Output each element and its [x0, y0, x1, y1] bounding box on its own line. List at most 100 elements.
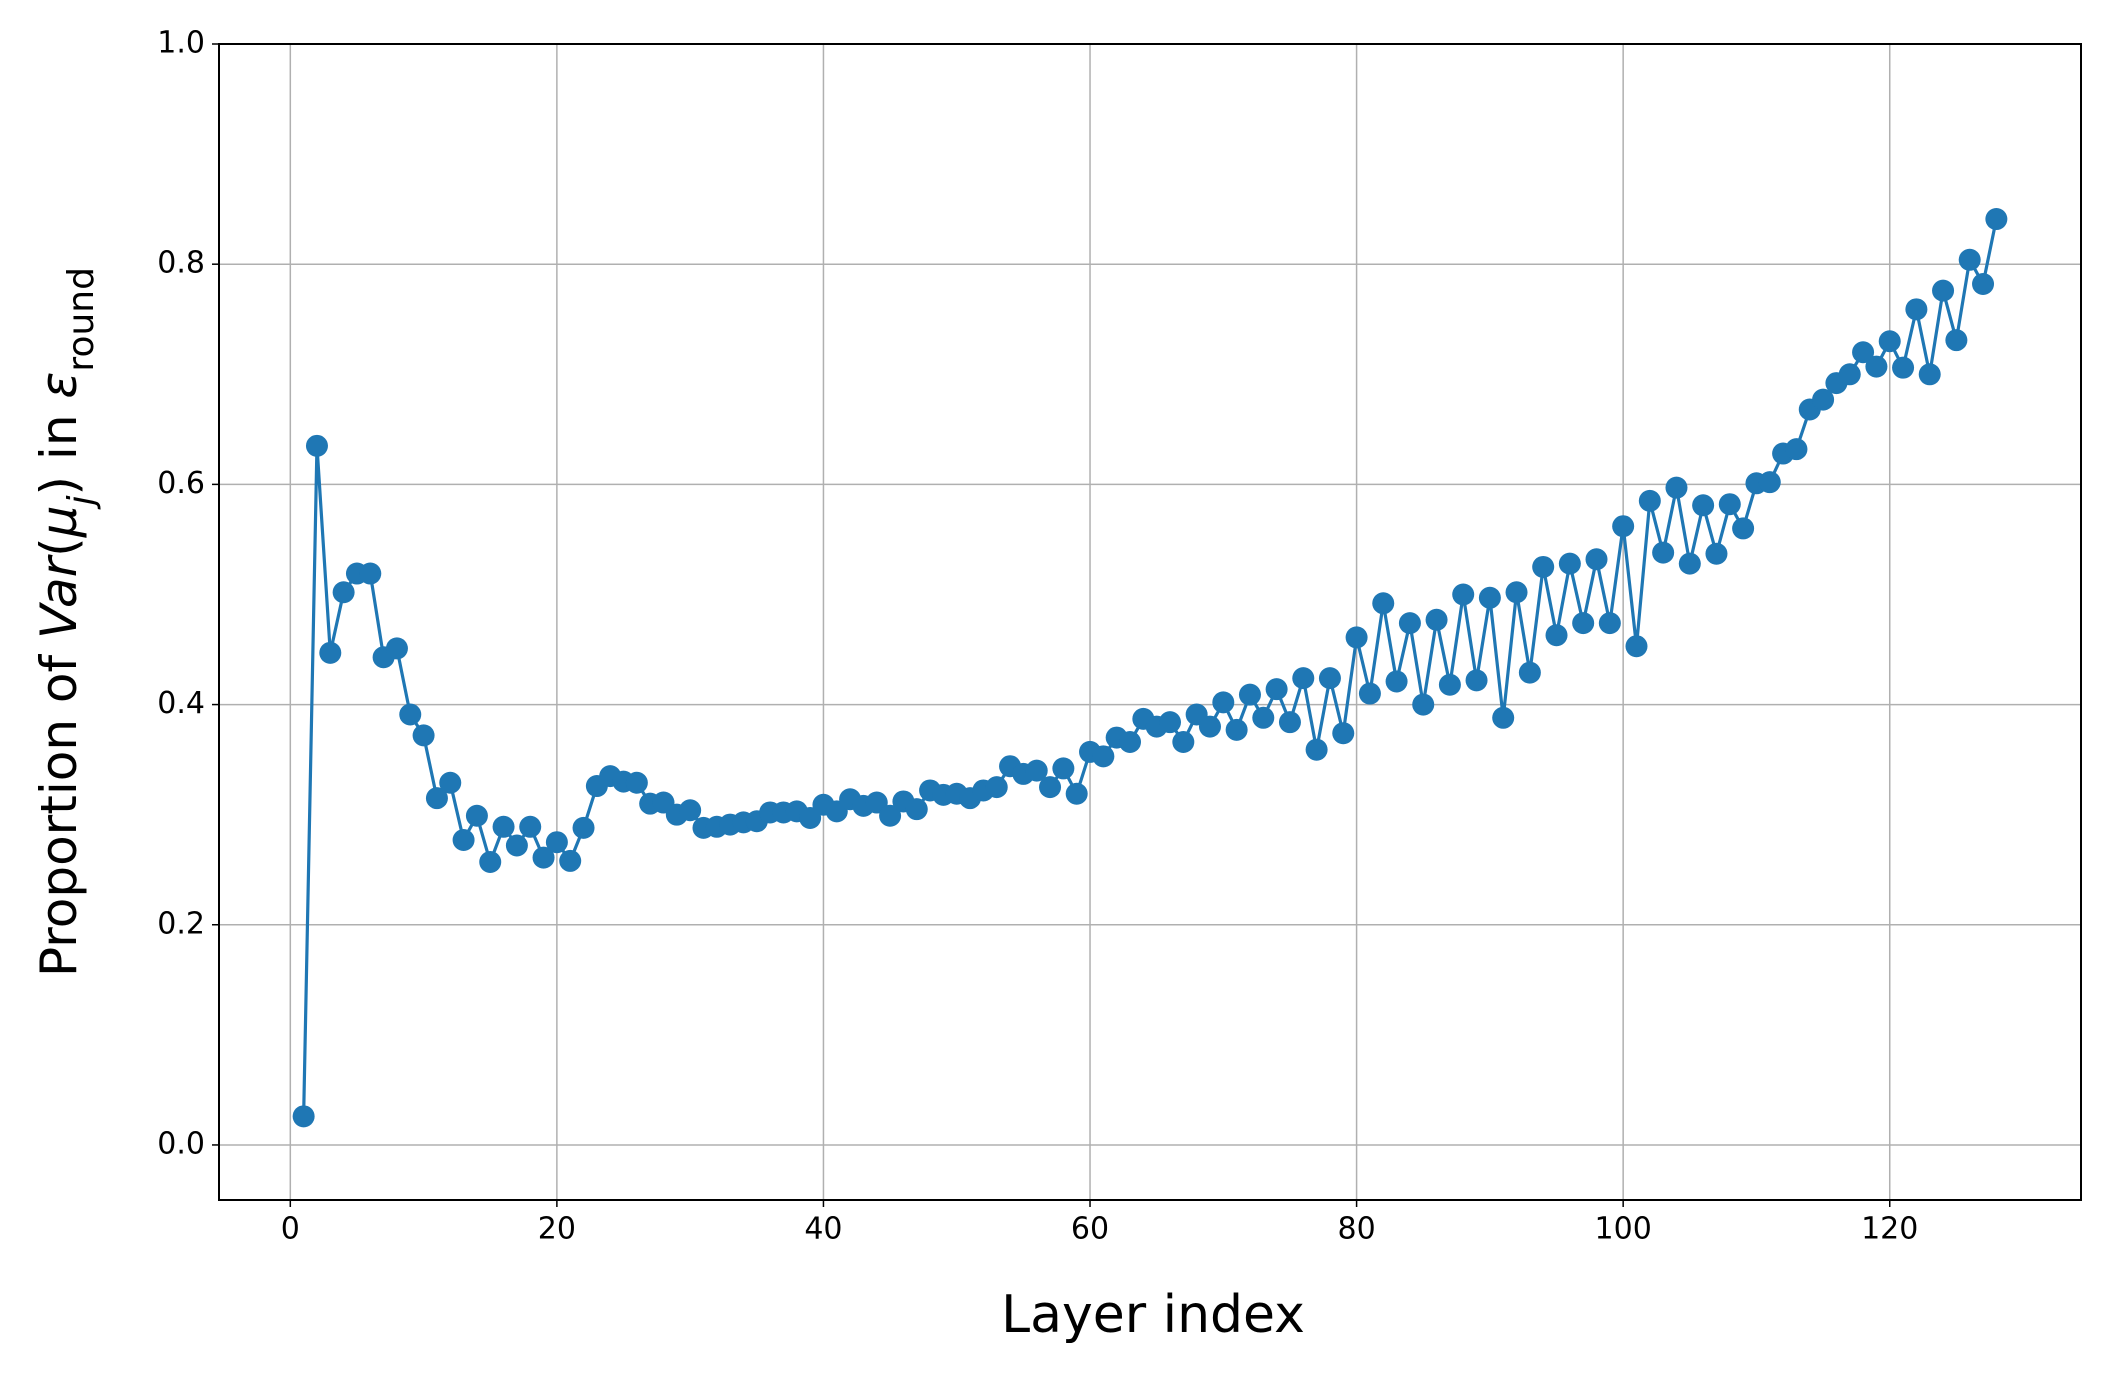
data-point [532, 846, 555, 869]
y-axis-label-part: ( [30, 537, 88, 557]
x-tick-label: 0 [281, 1212, 300, 1247]
data-point [1838, 363, 1861, 386]
data-point [1398, 612, 1421, 635]
data-point [1692, 494, 1715, 517]
y-axis-label-part: round [61, 267, 102, 372]
data-point [1665, 476, 1688, 499]
y-axis-label-part: ε [30, 372, 88, 399]
x-axis-label: Layer index [1001, 1285, 1305, 1345]
data-point [1972, 273, 1995, 296]
data-point [1545, 624, 1568, 647]
data-point [1278, 711, 1301, 734]
data-point [385, 637, 408, 660]
data-point [1438, 673, 1461, 696]
data-point [1092, 745, 1115, 768]
data-point [1065, 782, 1088, 805]
data-point [1039, 776, 1062, 799]
x-tick-label: 20 [538, 1212, 576, 1247]
data-point [1652, 541, 1675, 564]
data-point [1905, 298, 1928, 321]
data-point [625, 771, 648, 794]
data-point [985, 776, 1008, 799]
data-point [1892, 356, 1915, 379]
data-point [559, 849, 582, 872]
data-point [305, 434, 328, 457]
data-point [1598, 612, 1621, 635]
data-point [452, 828, 475, 851]
data-point [359, 562, 382, 585]
data-point [1852, 341, 1875, 364]
data-point [1385, 670, 1408, 693]
x-tick-label: 60 [1071, 1212, 1109, 1247]
data-point [319, 641, 342, 664]
plot-frame [218, 43, 2082, 1201]
data-point [1518, 661, 1541, 684]
y-tick-label: 0.4 [157, 686, 205, 721]
data-point [1705, 542, 1728, 565]
data-point [1758, 471, 1781, 494]
data-point [1505, 581, 1528, 604]
data-point [465, 804, 488, 827]
data-point [1025, 759, 1048, 782]
data-point [1812, 388, 1835, 411]
data-point [519, 815, 542, 838]
data-point [1558, 552, 1581, 575]
data-point [1478, 586, 1501, 609]
data-point [1305, 738, 1328, 761]
data-point [399, 703, 422, 726]
data-point [1225, 718, 1248, 741]
y-axis-label: Proportion of Var(μj) in εround [30, 267, 102, 977]
data-point [1492, 706, 1515, 729]
y-tick-label: 0.0 [157, 1126, 205, 1161]
data-point [879, 804, 902, 827]
data-point [1585, 548, 1608, 571]
data-point [1318, 667, 1341, 690]
x-tick-label: 100 [1595, 1212, 1652, 1247]
data-point [1732, 517, 1755, 540]
data-point [425, 787, 448, 810]
data-point [1412, 693, 1435, 716]
data-point [1678, 552, 1701, 575]
data-point [1052, 757, 1075, 780]
y-axis-label-part: Proportion of [30, 639, 88, 977]
data-point [545, 831, 568, 854]
x-tick-label: 80 [1337, 1212, 1375, 1247]
data-point [1865, 355, 1888, 378]
data-point [1345, 626, 1368, 649]
data-point [1985, 208, 2008, 231]
data-point [1425, 608, 1448, 631]
data-point [572, 816, 595, 839]
data-point [1918, 363, 1941, 386]
data-point [1532, 555, 1555, 578]
data-point [439, 771, 462, 794]
data-point [412, 724, 435, 747]
data-point [1358, 682, 1381, 705]
data-point [1238, 683, 1261, 706]
data-point [679, 799, 702, 822]
y-tick-label: 0.2 [157, 906, 205, 941]
x-tick-label: 40 [804, 1212, 842, 1247]
data-point [1452, 583, 1475, 606]
y-tick-label: 0.6 [157, 466, 205, 501]
data-point [1572, 612, 1595, 635]
data-point [1252, 706, 1275, 729]
data-point [1612, 515, 1635, 538]
data-point [1119, 731, 1142, 754]
data-point [1372, 592, 1395, 615]
data-point [1212, 691, 1235, 714]
data-point [1292, 667, 1315, 690]
x-tick-label: 120 [1861, 1212, 1918, 1247]
data-point [492, 815, 515, 838]
data-point [1958, 248, 1981, 271]
y-axis-label-part: μ [30, 505, 88, 538]
data-point [1158, 711, 1181, 734]
data-point [1265, 678, 1288, 701]
data-point [905, 798, 928, 821]
data-point [1172, 731, 1195, 754]
data-point [1945, 329, 1968, 352]
data-point [1878, 330, 1901, 353]
y-tick-label: 1.0 [157, 26, 205, 61]
data-point [1465, 669, 1488, 692]
y-axis-label-part: Var [30, 553, 88, 639]
